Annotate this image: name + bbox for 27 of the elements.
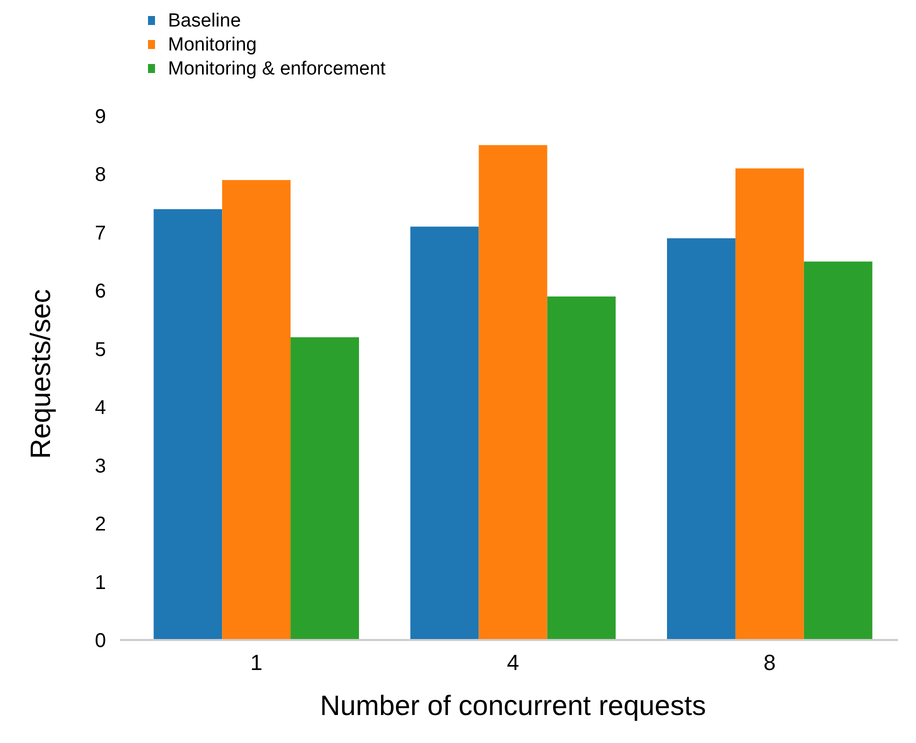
y-tick-label: 1 [94, 572, 106, 594]
y-tick-label: 9 [94, 106, 106, 128]
y-axis-title: Requests/sec [25, 289, 56, 459]
bar [735, 168, 804, 640]
legend-label: Monitoring [168, 34, 257, 56]
y-tick-label: 2 [94, 514, 106, 536]
y-tick-label: 4 [94, 397, 106, 420]
bar [478, 145, 548, 640]
y-tick-label: 7 [94, 222, 106, 244]
y-tick-label: 5 [94, 338, 106, 361]
bar [154, 209, 222, 640]
x-tick-label: 4 [506, 650, 520, 675]
x-tick-label: 8 [764, 650, 776, 675]
bar [667, 238, 736, 640]
bar [547, 296, 616, 640]
y-tick-label: 8 [94, 164, 106, 186]
bar [222, 180, 291, 640]
legend-label: Baseline [168, 10, 241, 32]
y-tick-label: 3 [94, 455, 106, 478]
y-tick-label: 6 [94, 280, 106, 303]
x-tick-label: 1 [250, 650, 262, 675]
legend-label: Monitoring & enforcement [168, 58, 386, 80]
y-tick-label: 0 [94, 630, 106, 652]
bar [804, 262, 872, 640]
x-axis-title: Number of concurrent requests [320, 690, 706, 721]
bar [410, 226, 479, 640]
bar [290, 337, 359, 640]
